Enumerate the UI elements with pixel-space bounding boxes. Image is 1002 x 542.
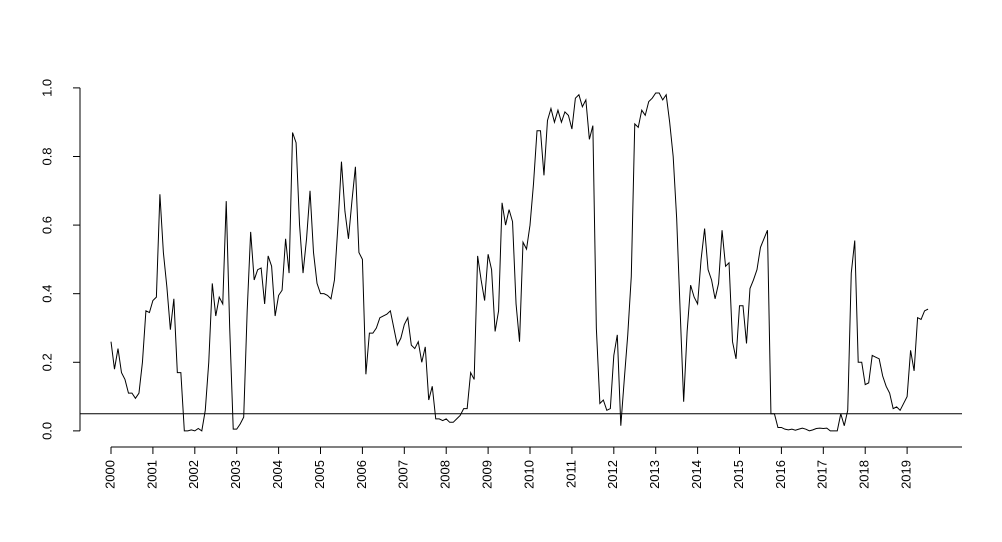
x-tick-label: 2014: [689, 460, 704, 489]
y-tick-label: 0.0: [39, 422, 54, 440]
x-tick-label: 2013: [647, 460, 662, 489]
x-tick-label: 2005: [312, 460, 327, 489]
x-tick-label: 2001: [144, 460, 159, 489]
y-tick-label: 1.0: [39, 79, 54, 97]
x-tick-label: 2015: [731, 460, 746, 489]
x-tick-label: 2006: [354, 460, 369, 489]
x-tick-label: 2016: [773, 460, 788, 489]
x-tick-label: 2019: [899, 460, 914, 489]
x-tick-label: 2009: [480, 460, 495, 489]
x-tick-label: 2000: [102, 460, 117, 489]
x-tick-label: 2018: [857, 460, 872, 489]
y-tick-label: 0.8: [39, 147, 54, 165]
x-tick-label: 2007: [396, 460, 411, 489]
x-tick-label: 2012: [605, 460, 620, 489]
x-tick-label: 2002: [186, 460, 201, 489]
x-tick-label: 2008: [438, 460, 453, 489]
data-line: [110, 92, 929, 432]
x-tick-label: 2010: [521, 460, 536, 489]
x-tick-label: 2003: [228, 460, 243, 489]
y-tick-label: 0.2: [39, 353, 54, 371]
y-tick-label: 0.6: [39, 216, 54, 234]
x-tick-label: 2017: [815, 460, 830, 489]
x-tick-label: 2011: [563, 460, 578, 488]
x-tick-label: 2004: [270, 460, 285, 489]
y-tick-label: 0.4: [39, 285, 54, 303]
